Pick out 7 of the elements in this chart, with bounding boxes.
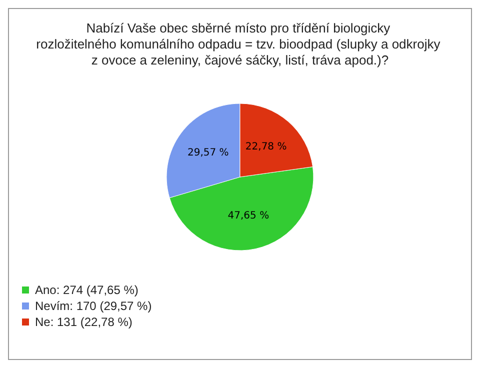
chart-title: Nabízí Vaše obec sběrné místo pro třídění biologicky rozložitelného komunálního odpadu = tzv. bioodpad (slupky a odkrojky z ovoce a zeleniny, čajové sáčky, listí, tráva apod.)? [36, 20, 444, 68]
data-label: 22,78 % [245, 142, 287, 152]
data-label: 47,65 % [228, 210, 270, 222]
legend-label: Ano: 274 (47,65 %) [35, 283, 138, 297]
data-label: 29,57 % [188, 148, 229, 159]
legend-label: Nevím: 170 (29,57 %) [35, 299, 152, 313]
legend-label: Ne: 131 (22,78 %) [35, 315, 132, 329]
